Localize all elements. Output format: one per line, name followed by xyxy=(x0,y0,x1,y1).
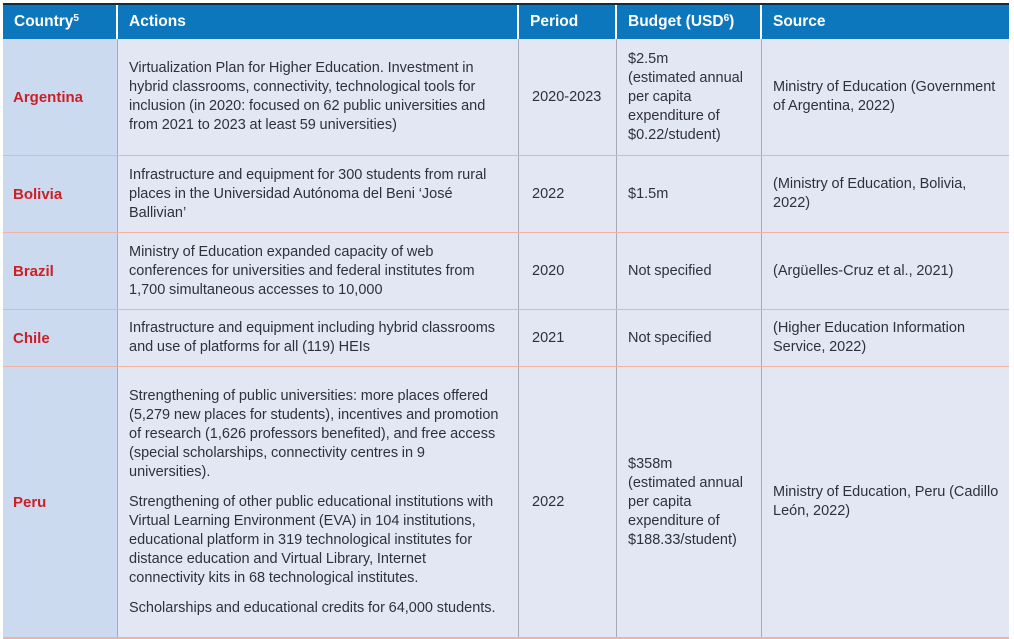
actions-cell: Infrastructure and equipment for 300 stu… xyxy=(118,156,519,232)
budget-text: $2.5m (estimated annual per capita expen… xyxy=(628,50,743,143)
source-cell: Ministry of Education, Peru (Cadillo Leó… xyxy=(762,367,1009,637)
period-cell: 2020-2023 xyxy=(519,39,617,155)
source-cell: (Higher Education Information Service, 2… xyxy=(762,310,1009,366)
country-cell: Chile xyxy=(3,310,118,366)
actions-cell: Virtualization Plan for Higher Education… xyxy=(118,39,519,155)
actions-paragraph: Ministry of Education expanded capacity … xyxy=(129,243,475,298)
period-cell: 2022 xyxy=(519,156,617,232)
budget-cell: Not specified xyxy=(617,310,762,366)
budget-text: Not specified xyxy=(628,329,712,346)
column-header-label: Country xyxy=(14,13,74,30)
table-row-bolivia: Bolivia Infrastructure and equipment for… xyxy=(3,156,1009,233)
actions-paragraph: Infrastructure and equipment for 300 stu… xyxy=(129,166,487,221)
actions-paragraph: Scholarships and educational credits for… xyxy=(129,599,496,616)
source-cell: (Ministry of Education, Bolivia, 2022) xyxy=(762,156,1009,232)
column-header-label: Source xyxy=(773,13,826,30)
column-header-label: Actions xyxy=(129,13,186,30)
actions-cell: Infrastructure and equipment including h… xyxy=(118,310,519,366)
actions-paragraph: Virtualization Plan for Higher Education… xyxy=(129,60,486,133)
country-cell: Argentina xyxy=(3,39,118,155)
footnote-ref-6: 6 xyxy=(723,13,730,24)
table-row-chile: Chile Infrastructure and equipment inclu… xyxy=(3,310,1009,367)
column-header-period: Period xyxy=(519,5,617,39)
period-cell: 2022 xyxy=(519,367,617,637)
table-row-argentina: Argentina Virtualization Plan for Higher… xyxy=(3,39,1009,156)
column-header-source: Source xyxy=(762,5,1009,39)
country-cell: Bolivia xyxy=(3,156,118,232)
footnote-ref-5: 5 xyxy=(73,13,79,24)
table-header-row: Country 5 Actions Period Budget (USD 6) So… xyxy=(3,5,1009,39)
actions-paragraph: Strengthening of public universities: mo… xyxy=(129,387,499,480)
column-header-label: Budget (USD xyxy=(628,13,724,30)
budget-text: $358m (estimated annual per capita expen… xyxy=(628,455,743,548)
country-cell: Brazil xyxy=(3,233,118,309)
budget-cell: $2.5m (estimated annual per capita expen… xyxy=(617,39,762,155)
column-header-actions: Actions xyxy=(118,5,519,39)
source-cell: (Argüelles-Cruz et al., 2021) xyxy=(762,233,1009,309)
actions-cell: Strengthening of public universities: mo… xyxy=(118,367,519,637)
column-header-label: Period xyxy=(530,13,579,30)
budget-text: $1.5m xyxy=(628,185,669,202)
budget-text: Not specified xyxy=(628,262,712,279)
source-cell: Ministry of Education (Government of Arg… xyxy=(762,39,1009,155)
table-row-brazil: Brazil Ministry of Education expanded ca… xyxy=(3,233,1009,310)
column-header-budget: Budget (USD 6) xyxy=(617,5,762,39)
actions-paragraph: Strengthening of other public educationa… xyxy=(129,493,494,586)
period-cell: 2020 xyxy=(519,233,617,309)
table-row-peru: Peru Strengthening of public universitie… xyxy=(3,367,1009,637)
country-cell: Peru xyxy=(3,367,118,637)
funding-actions-table: Country 5 Actions Period Budget (USD 6) So… xyxy=(3,3,1009,639)
budget-cell: $1.5m xyxy=(617,156,762,232)
actions-paragraph: Infrastructure and equipment including h… xyxy=(129,320,496,355)
budget-cell: Not specified xyxy=(617,233,762,309)
period-cell: 2021 xyxy=(519,310,617,366)
budget-cell: $358m (estimated annual per capita expen… xyxy=(617,367,762,637)
column-header-country: Country 5 xyxy=(3,5,118,39)
actions-cell: Ministry of Education expanded capacity … xyxy=(118,233,519,309)
column-header-suffix: ) xyxy=(729,13,735,30)
